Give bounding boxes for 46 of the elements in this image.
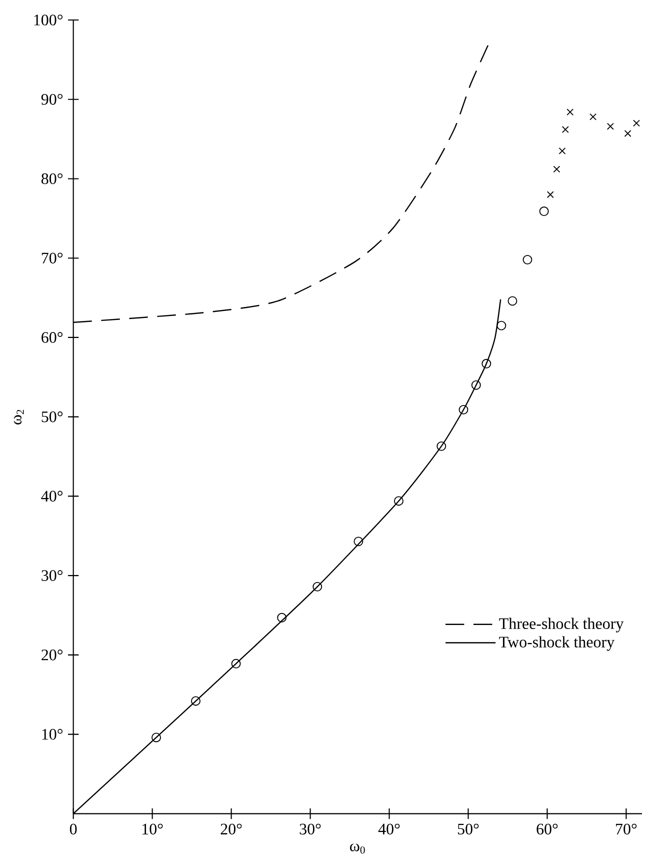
point bbox=[558, 147, 566, 154]
point bbox=[566, 108, 574, 116]
point bbox=[632, 120, 640, 127]
point bbox=[277, 612, 287, 622]
point bbox=[231, 658, 241, 668]
x-tick-label: 40° bbox=[378, 824, 400, 834]
y-tick-label: 10° bbox=[42, 728, 63, 740]
point bbox=[354, 536, 364, 546]
point bbox=[606, 122, 614, 130]
point bbox=[539, 206, 549, 216]
point bbox=[546, 191, 554, 198]
legend-label: Three-shock theory bbox=[499, 618, 624, 632]
point bbox=[471, 380, 481, 390]
y-tick-label: 80° bbox=[41, 173, 63, 184]
point bbox=[508, 296, 518, 306]
y-tick-label: 20° bbox=[42, 650, 63, 660]
point bbox=[436, 441, 446, 451]
x-axis-title: ω$_{0}$ bbox=[350, 844, 365, 854]
y-tick-label: 50° bbox=[42, 411, 63, 422]
x-tick-label: 20° bbox=[220, 824, 242, 834]
point bbox=[191, 696, 200, 706]
point bbox=[522, 254, 532, 264]
x-tick-label: 10° bbox=[142, 824, 163, 834]
point bbox=[458, 404, 468, 414]
point bbox=[394, 496, 404, 506]
x-tick-label: 50° bbox=[458, 824, 479, 834]
legend-label: Two-shock theory bbox=[499, 636, 615, 651]
x-tick-label: 60° bbox=[536, 824, 558, 834]
y-tick-label: 90° bbox=[41, 94, 63, 105]
point bbox=[590, 113, 597, 120]
x-tick-label: 70° bbox=[616, 824, 637, 834]
point bbox=[312, 582, 322, 592]
point bbox=[482, 358, 492, 368]
x-tick-label: 30° bbox=[300, 824, 321, 834]
point bbox=[152, 732, 161, 742]
point bbox=[624, 130, 632, 137]
y-tick-label: 70° bbox=[42, 252, 63, 264]
point bbox=[553, 166, 560, 173]
point bbox=[562, 126, 569, 134]
point bbox=[496, 320, 506, 330]
y-tick-label: 40° bbox=[41, 490, 63, 502]
y-axis-title: ω$_{2}$ bbox=[14, 410, 24, 424]
y-tick-label: 30° bbox=[42, 570, 63, 581]
y-tick-label: 60° bbox=[42, 332, 63, 343]
x-tick-label: 0 bbox=[70, 824, 77, 834]
y-tick-label: 100° bbox=[34, 14, 63, 26]
